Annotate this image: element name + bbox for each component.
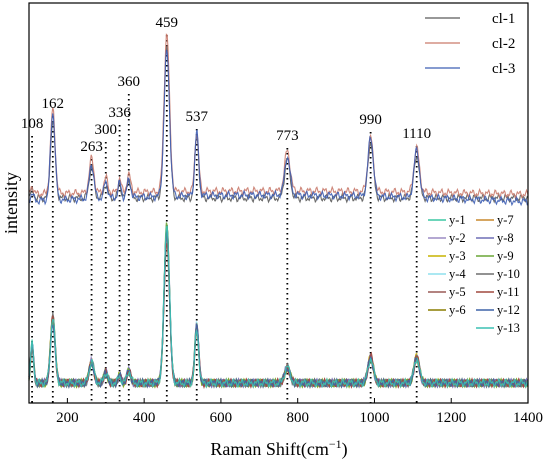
series-line-cl-2 [28,33,529,200]
peak-label: 1110 [402,126,431,142]
legend-label-cl-3: cl-3 [492,61,515,77]
legend-label-y-5: y-5 [449,285,466,299]
peak-label: 360 [118,74,141,90]
legend-label-y-13: y-13 [497,321,520,335]
x-tick-label: 600 [210,410,233,426]
peak-label: 263 [80,139,103,155]
x-axis-label-end: ) [342,439,348,460]
x-tick-label: 200 [56,410,79,426]
legend-label-y-2: y-2 [449,231,466,245]
legend-label-y-10: y-10 [497,267,520,281]
legend-label-y-9: y-9 [497,249,514,263]
peak-label: 459 [156,15,179,31]
plot-frame [28,2,529,404]
x-tick-label: 1000 [359,410,389,426]
legend-label-y-1: y-1 [449,213,466,227]
x-tick-label: 1200 [436,410,466,426]
peak-label: 990 [359,112,382,128]
legend-label-cl-1: cl-1 [492,11,515,27]
x-axis-label-main: Raman Shift(cm [210,439,328,460]
legend-label-y-8: y-8 [497,231,514,245]
series-group [28,33,529,389]
peak-lines-group [31,35,418,403]
legends-group: cl-1 cl-2 cl-3 y-1 y-2 y-3 y-4 y-5 y-6 y-7 y-8 y-9 y… [425,11,520,335]
peak-label: 300 [95,122,118,138]
y-axis-label: intensity [1,172,21,234]
peak-label: 108 [21,116,44,132]
x-axis-label: Raman Shift(cm−1) [210,437,347,460]
series-line-y-13 [28,225,529,389]
legend-label-y-7: y-7 [497,213,514,227]
legend-label-y-11: y-11 [497,285,519,299]
peak-label: 162 [42,96,65,112]
peak-label: 773 [276,128,299,144]
x-axis-ticks: 200 400 600 800 1000 1200 1400 [56,398,543,426]
peak-label: 336 [108,105,131,121]
series-line-cl-3 [28,49,529,207]
legend-label-y-3: y-3 [449,249,466,263]
x-axis-label-superscript: −1 [329,437,342,451]
x-tick-label: 1400 [513,410,543,426]
series-line-y-12 [28,229,529,389]
legend-label-y-6: y-6 [449,303,466,317]
x-tick-label: 800 [286,410,309,426]
legend-label-y-12: y-12 [497,303,520,317]
legend-label-y-4: y-4 [449,267,466,281]
peak-label: 537 [185,109,208,125]
legend-label-cl-2: cl-2 [492,36,515,52]
x-tick-label: 400 [133,410,156,426]
